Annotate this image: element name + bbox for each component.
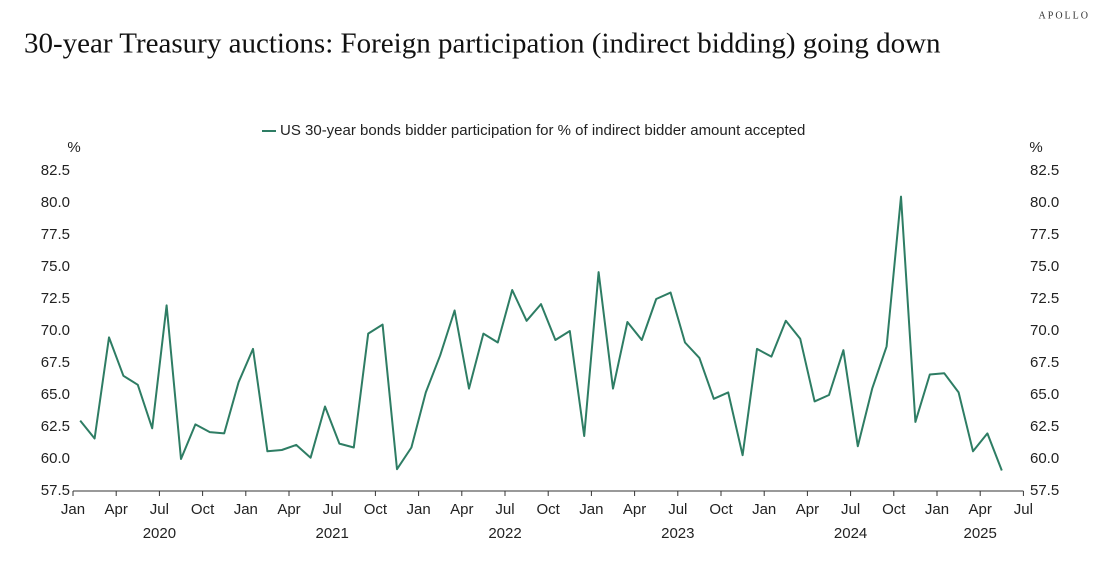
y2-tick-label: 65.0 [1030,386,1059,403]
x-tick-label: Apr [796,501,819,518]
x-tick-label: Jan [925,501,949,518]
y2-tick-label: 70.0 [1030,322,1059,339]
y-tick-label: 57.5 [41,482,70,499]
x-year-label: 2025 [964,525,997,542]
y-unit: % [67,139,80,156]
y2-tick-label: 75.0 [1030,258,1059,275]
y2-tick-label: 62.5 [1030,418,1059,435]
y-tick-label: 60.0 [41,450,70,467]
x-tick-label: Jul [668,501,687,518]
y2-tick-label: 72.5 [1030,290,1059,307]
x-tick-label: Jul [1014,501,1033,518]
y-tick-label: 80.0 [41,194,70,211]
x-tick-label: Oct [191,501,215,518]
x-tick-label: Jul [495,501,514,518]
y2-tick-label: 82.5 [1030,162,1059,179]
x-tick-label: Jan [61,501,85,518]
x-tick-label: Apr [969,501,992,518]
y-tick-label: 70.0 [41,322,70,339]
x-tick-label: Jan [752,501,776,518]
x-tick-label: Apr [623,501,646,518]
x-tick-label: Apr [105,501,128,518]
x-tick-label: Oct [709,501,733,518]
x-tick-label: Jul [323,501,342,518]
chart-title: 30-year Treasury auctions: Foreign parti… [24,28,941,60]
x-tick-label: Jul [841,501,860,518]
x-tick-label: Oct [537,501,561,518]
x-year-label: 2022 [488,525,521,542]
x-year-label: 2024 [834,525,867,542]
y2-tick-label: 57.5 [1030,482,1059,499]
y-tick-label: 72.5 [41,290,70,307]
brand: APOLLO [1039,10,1090,21]
x-tick-label: Jan [579,501,603,518]
x-tick-label: Jan [234,501,258,518]
y2-unit: % [1029,139,1042,156]
y-tick-label: 82.5 [41,162,70,179]
x-tick-label: Apr [277,501,300,518]
x-tick-label: Oct [364,501,388,518]
x-tick-label: Apr [450,501,473,518]
y2-tick-label: 77.5 [1030,226,1059,243]
x-year-label: 2021 [316,525,349,542]
y-tick-label: 75.0 [41,258,70,275]
x-year-label: 2020 [143,525,176,542]
y-tick-label: 77.5 [41,226,70,243]
x-year-label: 2023 [661,525,694,542]
series-line [79,195,1003,471]
x-tick-label: Jan [407,501,431,518]
y-tick-label: 62.5 [41,418,70,435]
y2-tick-label: 67.5 [1030,354,1059,371]
x-tick-label: Jul [150,501,169,518]
x-tick-label: Oct [882,501,906,518]
y2-tick-label: 60.0 [1030,450,1059,467]
legend-label: US 30-year bonds bidder participation fo… [280,122,805,139]
y-tick-label: 67.5 [41,354,70,371]
y2-tick-label: 80.0 [1030,194,1059,211]
y-tick-label: 65.0 [41,386,70,403]
